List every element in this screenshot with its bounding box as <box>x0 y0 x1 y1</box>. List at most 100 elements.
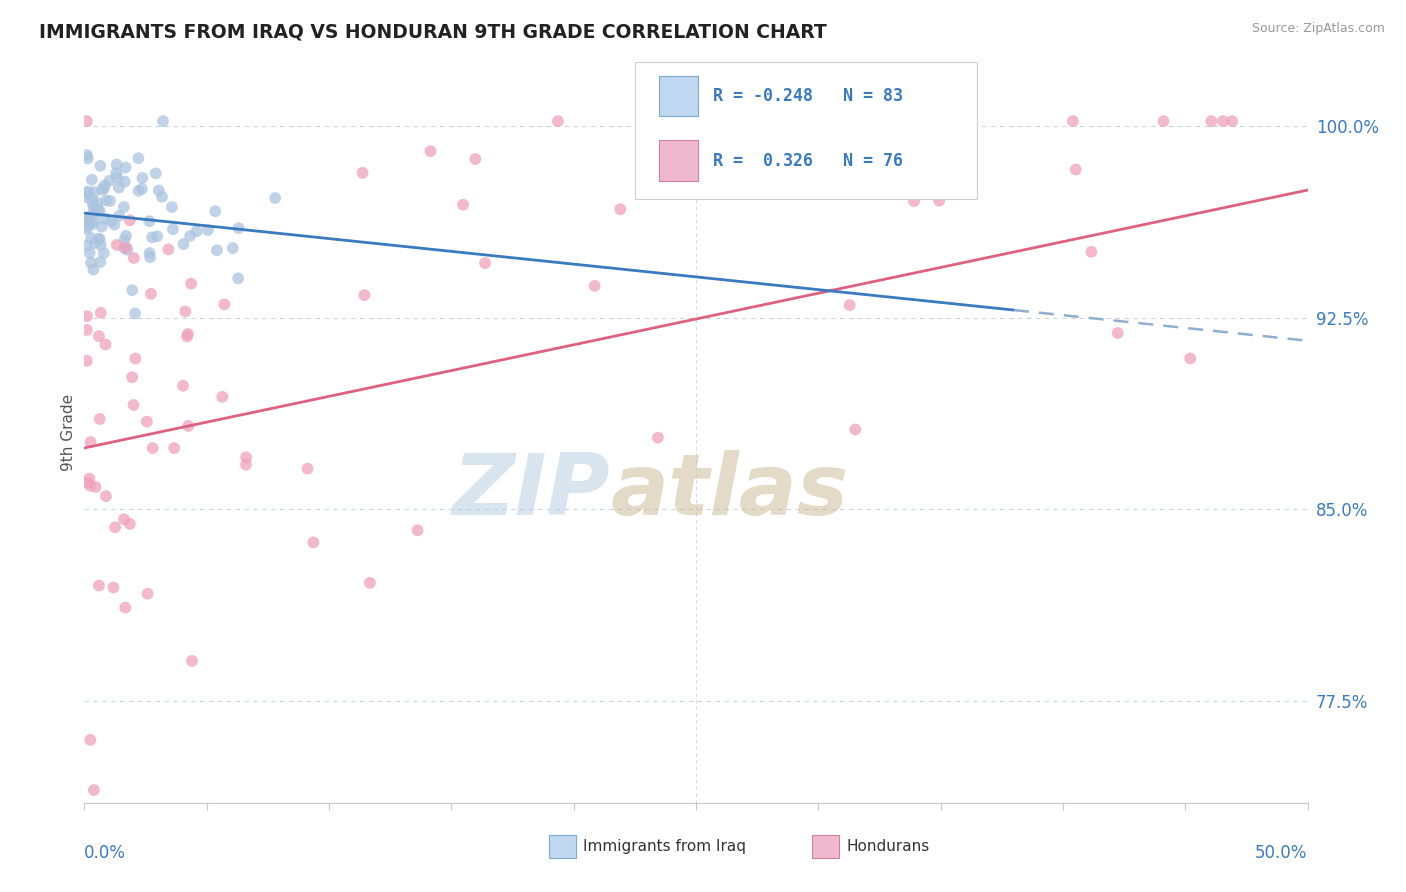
Point <box>105 157 128 171</box>
Point <box>112 512 135 526</box>
Point <box>80 231 103 245</box>
Point <box>79 479 101 493</box>
Point <box>204 204 226 219</box>
Point <box>1212 114 1234 128</box>
Point <box>118 516 141 531</box>
Point <box>1220 114 1243 128</box>
Point <box>136 587 159 601</box>
Point <box>83 783 105 797</box>
Point <box>647 431 669 445</box>
Point <box>80 256 103 270</box>
Point <box>1064 162 1087 177</box>
Text: IMMIGRANTS FROM IRAQ VS HONDURAN 9TH GRADE CORRELATION CHART: IMMIGRANTS FROM IRAQ VS HONDURAN 9TH GRA… <box>39 22 827 41</box>
Text: Source: ZipAtlas.com: Source: ZipAtlas.com <box>1251 22 1385 36</box>
Point <box>150 190 173 204</box>
Point <box>79 732 101 747</box>
Point <box>121 283 143 297</box>
Point <box>903 194 925 208</box>
FancyBboxPatch shape <box>659 76 699 117</box>
Point <box>112 200 135 214</box>
Point <box>82 217 104 231</box>
Point <box>114 233 136 247</box>
Point <box>82 262 104 277</box>
Point <box>76 323 98 337</box>
Text: R =  0.326   N = 76: R = 0.326 N = 76 <box>713 152 903 169</box>
Point <box>90 306 112 320</box>
Point <box>76 310 98 324</box>
Point <box>177 418 200 433</box>
Text: Hondurans: Hondurans <box>846 839 929 854</box>
Text: R = -0.248   N = 83: R = -0.248 N = 83 <box>713 87 903 105</box>
Point <box>86 196 108 211</box>
Point <box>76 219 98 233</box>
Point <box>89 412 111 426</box>
Point <box>79 435 101 450</box>
Point <box>138 246 160 260</box>
Point <box>76 353 98 368</box>
Point <box>148 184 170 198</box>
Point <box>128 184 150 198</box>
Point <box>228 221 250 235</box>
Point <box>226 271 249 285</box>
FancyBboxPatch shape <box>636 62 977 200</box>
Point <box>235 458 257 472</box>
Point <box>105 238 128 252</box>
Point <box>451 197 474 211</box>
Point <box>108 209 131 223</box>
Point <box>105 170 128 185</box>
Point <box>84 480 107 494</box>
Point <box>406 524 429 538</box>
Point <box>302 535 325 549</box>
Point <box>297 461 319 475</box>
Point <box>1107 326 1129 340</box>
Point <box>89 232 111 246</box>
Point <box>179 229 201 244</box>
Point <box>474 256 496 270</box>
Point <box>117 243 139 257</box>
Point <box>91 182 114 196</box>
Point <box>1153 114 1175 128</box>
Point <box>127 151 149 165</box>
Point <box>108 180 131 194</box>
Point <box>838 298 860 312</box>
Point <box>94 211 117 226</box>
Point <box>1062 114 1084 128</box>
Point <box>177 326 200 341</box>
Point <box>77 212 100 227</box>
Point <box>93 246 115 260</box>
Point <box>214 297 236 311</box>
Point <box>76 152 98 166</box>
Text: 50.0%: 50.0% <box>1256 844 1308 862</box>
Point <box>93 182 115 196</box>
Point <box>94 489 117 503</box>
Point <box>76 222 98 236</box>
Point <box>80 172 103 186</box>
Point <box>90 238 112 252</box>
Point <box>353 288 375 302</box>
Point <box>142 441 165 455</box>
Text: atlas: atlas <box>610 450 848 533</box>
Point <box>222 241 245 255</box>
Point <box>124 306 146 320</box>
Point <box>83 185 105 199</box>
Point <box>80 192 103 206</box>
Point <box>90 219 112 234</box>
Point <box>181 654 204 668</box>
Point <box>131 182 153 196</box>
Point <box>1180 351 1202 366</box>
Point <box>609 202 631 217</box>
Point <box>163 441 186 455</box>
Point <box>464 152 486 166</box>
Point <box>145 166 167 180</box>
Point <box>180 277 202 291</box>
Point <box>162 222 184 236</box>
Point <box>174 304 197 318</box>
Point <box>76 148 98 162</box>
Point <box>115 228 138 243</box>
Point <box>138 214 160 228</box>
Point <box>76 475 98 490</box>
Point <box>124 351 146 366</box>
Point <box>1201 114 1223 128</box>
Point <box>139 250 162 264</box>
Point <box>94 337 117 351</box>
